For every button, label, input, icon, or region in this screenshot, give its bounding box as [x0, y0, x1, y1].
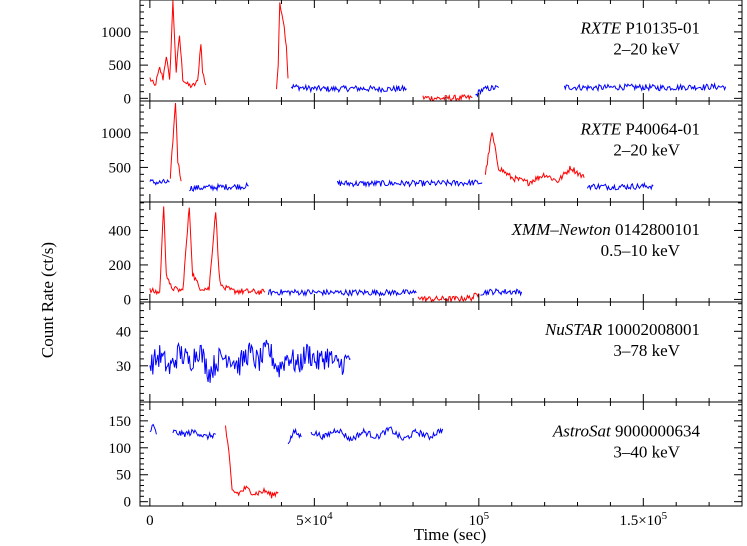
panel-1-ytick-label-1: 0 [124, 91, 132, 107]
panel-3-obsid: 0142800101 [611, 220, 700, 239]
panel-3: 0 200 400 XMM–Newton 0142800101 0.5–10 keV [109, 201, 743, 308]
panel-5-obsid: 9000000634 [611, 421, 701, 440]
panel-3-observation-label: XMM–Newton 0142800101 [511, 220, 700, 239]
panel-5-mission: AstroSat [552, 421, 612, 440]
panel-2-energy: 2–20 keV [613, 140, 680, 159]
panel-4-data [149, 339, 351, 383]
panel-2-series-1 [149, 178, 170, 186]
panel-2-ytick-label-1: 500 [109, 160, 132, 176]
panel-5-observation-label: AstroSat 9000000634 [552, 421, 701, 440]
panel-3-ytick-label-3: 400 [109, 223, 132, 239]
panel-2-series-3 [189, 181, 249, 192]
panel-4-ytick-label-1: 30 [116, 359, 131, 375]
x-tick-label-3: 105 [469, 510, 490, 529]
panel-1-ytick-label-2: 500 [109, 58, 132, 74]
panel-2-series-4 [336, 178, 483, 188]
panel-5-series-2 [172, 428, 216, 441]
panel-1-series-6 [563, 82, 727, 93]
panel-5-series-3 [225, 425, 279, 499]
panel-5-series-4 [287, 427, 302, 445]
x-axis-label: Time (sec) [414, 525, 487, 544]
panel-1-series-1 [149, 0, 207, 89]
panel-1-observation-label: RXTE P10135-01 [580, 18, 700, 37]
panel-2-ytick-label-2: 1000 [101, 126, 131, 142]
panel-2-mission: RXTE [580, 119, 622, 138]
panel-1-ytick-label-3: 1000 [101, 25, 131, 41]
panel-5-series-5 [310, 426, 444, 442]
panel-5-ytick-label-2: 50 [116, 468, 131, 484]
panel-2-observation-label: RXTE P40064-01 [580, 119, 700, 138]
panel-3-data [149, 206, 523, 302]
panel-1: 0 500 1000 RXTE P10135-01 2–20 keV [101, 0, 743, 107]
x-tick-label-4: 1.5×105 [619, 510, 667, 529]
panel-5-data [149, 423, 444, 499]
panel-2-series-6 [586, 181, 654, 192]
panel-4-ytick-label-2: 40 [116, 324, 131, 340]
panel-3-mission: XMM–Newton [511, 220, 611, 239]
panel-3-series-3 [417, 292, 480, 302]
panel-4-series-1 [149, 339, 351, 383]
panel-3-energy: 0.5–10 keV [601, 241, 681, 260]
panel-1-series-4 [422, 94, 473, 101]
panel-2-obsid: P40064-01 [621, 119, 700, 138]
panel-3-series-4 [480, 287, 523, 297]
panel-1-mission: RXTE [580, 18, 622, 37]
panel-2-series-5 [484, 132, 585, 187]
panel-4-observation-label: NuSTAR 10002008001 [544, 320, 700, 339]
y-axis-label: Count Rate (ct/s) [38, 242, 57, 358]
panel-5: 0 50 100 150 AstroSat 9000000634 3–40 keV [109, 401, 743, 511]
panel-2-series-2 [169, 102, 182, 182]
panel-3-ytick-label-2: 200 [109, 258, 132, 274]
x-tick-label-1: 0 [146, 513, 154, 529]
panel-4: 30 40 NuSTAR 10002008001 3–78 keV [116, 301, 743, 403]
panel-2-data [149, 102, 654, 192]
panel-5-energy: 3–40 keV [613, 442, 680, 461]
x-axis: 0 5×104 105 1.5×105 [146, 510, 668, 529]
panel-1-obsid: P10135-01 [621, 18, 700, 37]
panel-1-series-3 [290, 83, 407, 94]
panel-3-series-2 [267, 288, 417, 297]
panel-1-series-2 [276, 2, 289, 90]
panel-5-ytick-label-1: 0 [124, 495, 132, 511]
panel-2: 500 1000 RXTE P40064-01 2–20 keV [101, 100, 743, 203]
panel-3-ytick-label-1: 0 [124, 292, 132, 308]
panel-4-energy: 3–78 keV [613, 341, 680, 360]
panel-4-mission: NuSTAR [544, 320, 603, 339]
panel-3-series-1 [149, 206, 266, 296]
panel-1-data [149, 0, 727, 101]
panel-5-ytick-label-3: 100 [109, 441, 132, 457]
panel-1-series-5 [475, 84, 499, 98]
panel-5-ytick-label-4: 150 [109, 414, 132, 430]
x-tick-label-2: 5×104 [296, 510, 333, 529]
panel-4-obsid: 10002008001 [602, 320, 700, 339]
panel-5-frame [139, 401, 743, 507]
panel-1-energy: 2–20 keV [613, 39, 680, 58]
panel-5-series-1 [149, 423, 157, 435]
